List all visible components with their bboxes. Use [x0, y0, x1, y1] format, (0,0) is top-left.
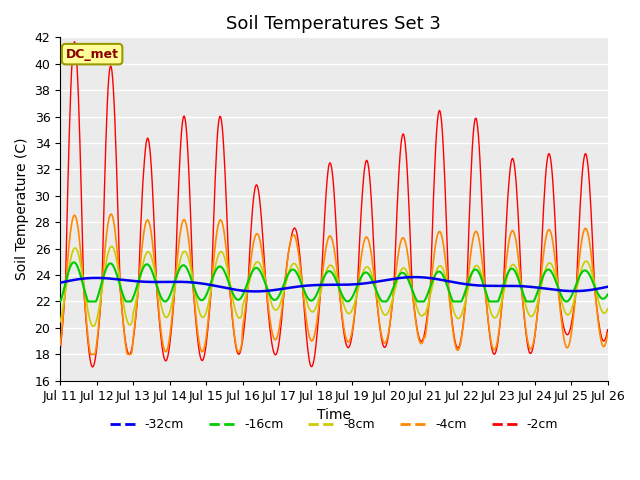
Y-axis label: Soil Temperature (C): Soil Temperature (C)	[15, 138, 29, 280]
Text: DC_met: DC_met	[66, 48, 118, 60]
Title: Soil Temperatures Set 3: Soil Temperatures Set 3	[227, 15, 442, 33]
X-axis label: Time: Time	[317, 408, 351, 422]
Legend: -32cm, -16cm, -8cm, -4cm, -2cm: -32cm, -16cm, -8cm, -4cm, -2cm	[105, 413, 563, 436]
